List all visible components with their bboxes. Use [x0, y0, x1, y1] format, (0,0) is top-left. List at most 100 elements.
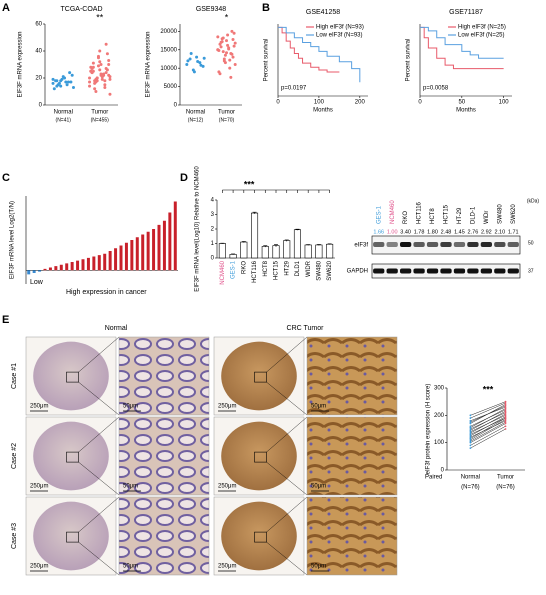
y-tick-label: 20000: [160, 29, 177, 35]
band: [399, 268, 412, 274]
x-tick-label: 100: [314, 100, 325, 106]
ihc-frame: [118, 496, 210, 576]
data-point: [233, 41, 237, 45]
data-point: [225, 51, 228, 55]
scale-label: 50μm: [311, 564, 326, 570]
band: [440, 268, 452, 274]
data-point: [228, 58, 232, 62]
band-ratio: 3.40: [400, 229, 411, 235]
data-point: [225, 39, 228, 43]
scale-label: 50μm: [123, 484, 138, 490]
data-point: [469, 444, 472, 447]
data-point: [52, 87, 56, 91]
ihc-frame: [306, 336, 398, 416]
data-point: [107, 58, 111, 62]
data-point: [99, 72, 103, 76]
band: [413, 268, 425, 274]
bar: [92, 256, 96, 271]
data-point: [96, 64, 100, 68]
data-point: [504, 402, 507, 404]
data-point: [226, 43, 230, 47]
y-tick-label: 15000: [160, 47, 177, 53]
data-point: [91, 61, 95, 65]
data-point: [195, 55, 199, 59]
lane-label: SW620: [511, 204, 517, 224]
band: [386, 268, 398, 274]
zoom-box: [254, 371, 267, 383]
error-bar: [306, 244, 311, 246]
tissue-core: [221, 421, 297, 491]
bar: [32, 270, 36, 273]
y-axis-label: EIF3F mRNA level Log2(T/N): [10, 201, 16, 279]
band: [373, 242, 385, 247]
scale-label: 250μm: [218, 484, 236, 490]
data-point: [108, 92, 112, 96]
data-point: [504, 422, 507, 425]
zoom-line: [78, 416, 120, 496]
panel-letter: E: [2, 314, 9, 326]
band: [507, 242, 519, 247]
band: [413, 242, 425, 247]
band: [386, 242, 398, 247]
band: [494, 242, 506, 247]
band-ratio: 1.66: [373, 229, 384, 235]
data-point: [107, 63, 111, 66]
y-tick-label: 0: [39, 103, 43, 109]
scale-label: 250μm: [218, 564, 236, 570]
data-point: [469, 433, 472, 436]
bar: [86, 257, 90, 271]
data-point: [69, 80, 73, 84]
case-label: Case #1: [11, 363, 18, 389]
data-point: [93, 81, 97, 85]
data-point: [469, 434, 472, 437]
legend-label: High eIF3f (N=93): [316, 25, 364, 31]
y-tick-label: 300: [434, 386, 445, 392]
zoom-line: [266, 496, 308, 576]
data-point: [504, 425, 507, 428]
p-value: p=0.0058: [423, 86, 449, 92]
y-tick-label: 40: [35, 49, 42, 55]
data-point: [196, 60, 200, 64]
annotation: Low: [30, 279, 44, 286]
scale-label: 250μm: [30, 484, 48, 490]
bar: [97, 255, 101, 271]
bar: [65, 263, 69, 271]
pair-line: [470, 420, 506, 438]
data-point: [221, 50, 225, 54]
data-point: [469, 414, 472, 417]
error-bar: [241, 241, 246, 243]
bar: [157, 224, 161, 271]
data-point: [504, 421, 507, 424]
chart-title: TCGA-COAD: [61, 6, 103, 13]
n-label: (N=76): [496, 485, 515, 491]
y-axis-label: EIF3F mRNA expression: [146, 31, 152, 97]
survival-curve: [420, 26, 504, 59]
band-ratio: 2.92: [481, 229, 492, 235]
data-point: [199, 63, 203, 67]
pair-line: [470, 423, 506, 443]
n-label: (N=455): [91, 117, 110, 123]
chart-title: GSE71187: [449, 9, 483, 16]
data-point: [223, 53, 227, 57]
band: [453, 268, 466, 274]
data-point: [504, 407, 507, 410]
y-tick-label: 20: [35, 76, 42, 82]
x-tick-label: 200: [355, 100, 366, 106]
band: [507, 268, 519, 274]
data-point: [65, 83, 69, 87]
n-label: (N=70): [219, 117, 235, 123]
data-point: [64, 80, 68, 84]
data-point: [469, 437, 472, 440]
data-point: [504, 415, 507, 418]
bar: [293, 229, 301, 259]
data-point: [223, 61, 227, 65]
data-point: [54, 79, 58, 83]
x-axis-label: Months: [456, 108, 476, 114]
data-point: [469, 441, 472, 444]
y-tick-label: 0: [174, 103, 178, 109]
data-point: [504, 418, 507, 421]
x-tick-label: SW620: [327, 260, 333, 280]
ihc-frame: [306, 416, 398, 496]
bar: [119, 245, 123, 271]
